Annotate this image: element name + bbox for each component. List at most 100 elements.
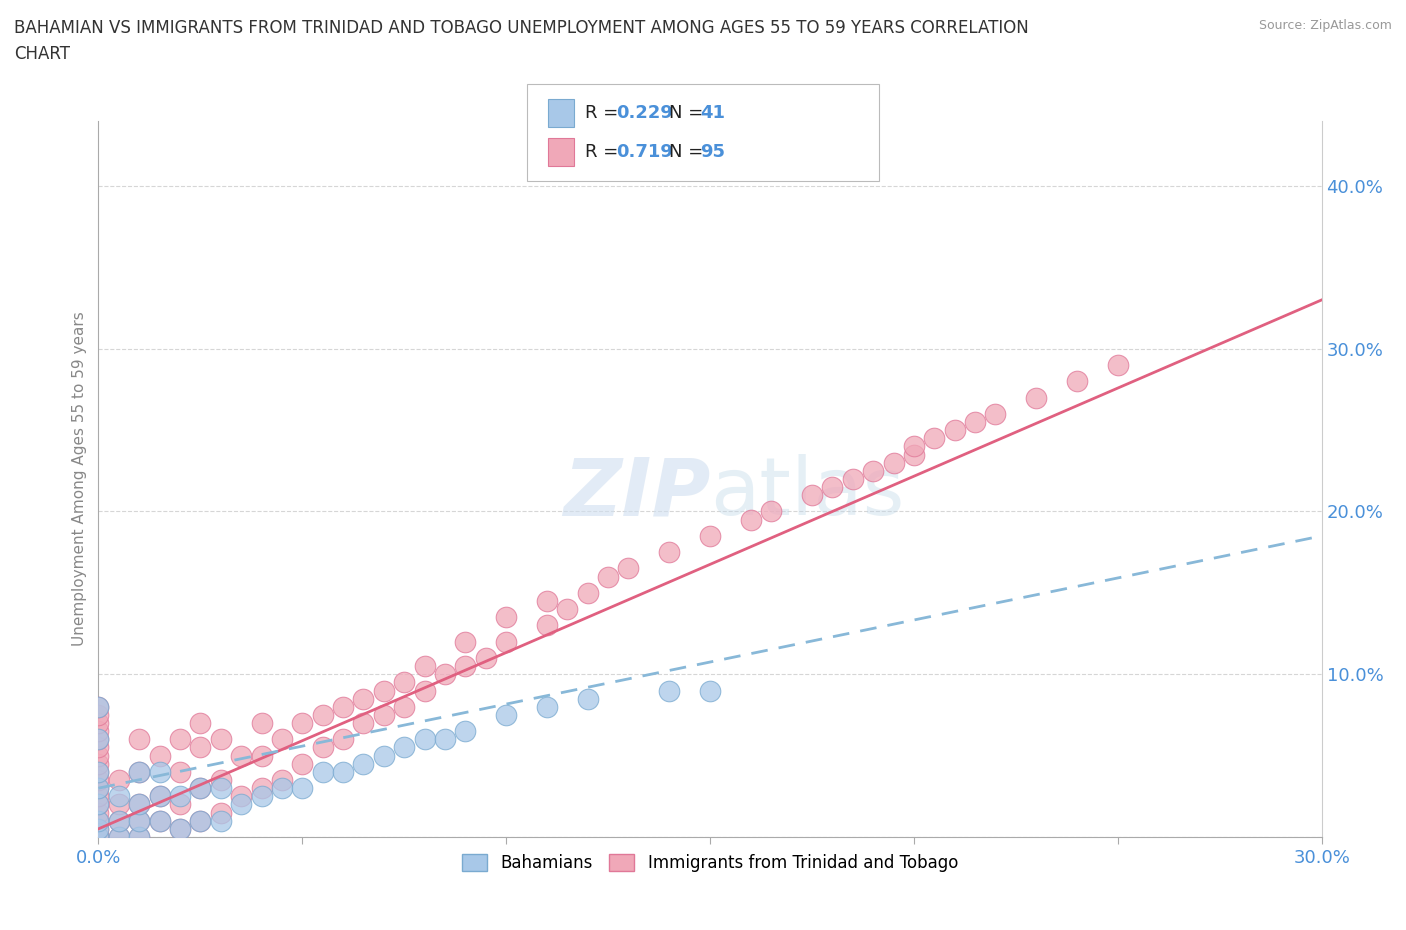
Point <box>352 716 374 731</box>
Point <box>87 830 110 844</box>
Text: 0.229: 0.229 <box>616 104 672 122</box>
Point <box>188 813 212 829</box>
Point <box>87 732 110 747</box>
Point <box>332 699 354 714</box>
Point <box>576 586 599 601</box>
Point <box>108 813 131 829</box>
Point <box>903 439 925 454</box>
Text: R =: R = <box>585 143 624 161</box>
Point <box>87 708 110 723</box>
Point <box>801 487 824 502</box>
Point <box>87 813 110 829</box>
Point <box>188 716 212 731</box>
Text: BAHAMIAN VS IMMIGRANTS FROM TRINIDAD AND TOBAGO UNEMPLOYMENT AMONG AGES 55 TO 59: BAHAMIAN VS IMMIGRANTS FROM TRINIDAD AND… <box>14 19 1029 63</box>
Point <box>495 708 517 723</box>
Point <box>128 764 150 779</box>
Point <box>454 658 477 673</box>
Point <box>108 830 131 844</box>
Point <box>536 593 558 608</box>
Text: 0.719: 0.719 <box>616 143 672 161</box>
Point <box>291 781 314 796</box>
Point <box>250 789 273 804</box>
Point <box>87 781 110 796</box>
Point <box>598 569 620 584</box>
Point <box>373 708 395 723</box>
Text: 95: 95 <box>700 143 725 161</box>
Point <box>149 764 172 779</box>
Point <box>87 699 110 714</box>
Point <box>128 830 150 844</box>
Point <box>87 724 110 738</box>
Point <box>1107 358 1129 373</box>
Point <box>352 691 374 706</box>
Y-axis label: Unemployment Among Ages 55 to 59 years: Unemployment Among Ages 55 to 59 years <box>72 312 87 646</box>
Point <box>87 830 110 844</box>
Point <box>250 716 273 731</box>
Point <box>87 830 110 844</box>
Point <box>413 732 436 747</box>
Text: 41: 41 <box>700 104 725 122</box>
Point <box>231 789 253 804</box>
Point <box>188 740 212 755</box>
Point <box>87 821 110 836</box>
Point <box>169 821 191 836</box>
Point <box>250 748 273 763</box>
Point <box>270 732 294 747</box>
Text: R =: R = <box>585 104 624 122</box>
Point <box>392 740 416 755</box>
Point <box>555 602 579 617</box>
Point <box>392 675 416 690</box>
Point <box>188 813 212 829</box>
Point <box>352 756 374 771</box>
Point <box>87 732 110 747</box>
Point <box>495 610 517 625</box>
Text: N =: N = <box>669 143 709 161</box>
Point <box>291 716 314 731</box>
Point <box>984 406 1007 421</box>
Point <box>617 561 640 576</box>
Point <box>149 813 172 829</box>
Point <box>841 472 863 486</box>
Point <box>373 683 395 698</box>
Point <box>434 732 457 747</box>
Point <box>108 797 131 812</box>
Point <box>658 545 681 560</box>
Point <box>87 789 110 804</box>
Point <box>536 699 558 714</box>
Point <box>87 748 110 763</box>
Point <box>87 797 110 812</box>
Point <box>149 789 172 804</box>
Point <box>474 651 498 666</box>
Point <box>699 683 721 698</box>
Point <box>188 781 212 796</box>
Point <box>128 797 150 812</box>
Text: Source: ZipAtlas.com: Source: ZipAtlas.com <box>1258 19 1392 32</box>
Point <box>761 504 783 519</box>
Point <box>883 455 905 470</box>
Point <box>1025 391 1047 405</box>
Point <box>87 764 110 779</box>
Point <box>454 634 477 649</box>
Point <box>903 447 925 462</box>
Text: ZIP: ZIP <box>562 454 710 532</box>
Point <box>922 431 945 445</box>
Point <box>128 732 150 747</box>
Point <box>250 781 273 796</box>
Point <box>87 740 110 755</box>
Point <box>392 699 416 714</box>
Point <box>576 691 599 706</box>
Point <box>149 789 172 804</box>
Point <box>169 797 191 812</box>
Text: N =: N = <box>669 104 709 122</box>
Point <box>188 781 212 796</box>
Text: atlas: atlas <box>710 454 904 532</box>
Point <box>169 764 191 779</box>
Legend: Bahamians, Immigrants from Trinidad and Tobago: Bahamians, Immigrants from Trinidad and … <box>456 847 965 879</box>
Point <box>87 830 110 844</box>
Point <box>128 797 150 812</box>
Point <box>270 781 294 796</box>
Point <box>87 813 110 829</box>
Point <box>169 821 191 836</box>
Point <box>209 805 232 820</box>
Point <box>108 813 131 829</box>
